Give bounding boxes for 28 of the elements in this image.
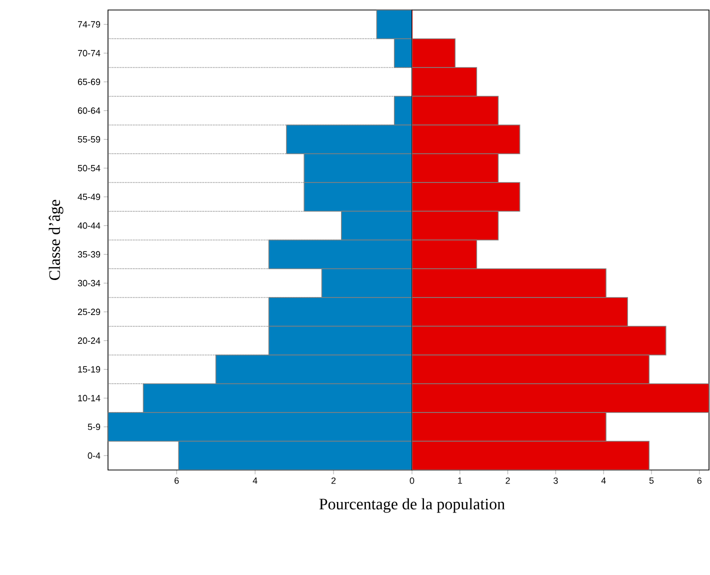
x-tick-label: 4 bbox=[252, 477, 258, 484]
x-tick-label: 1 bbox=[458, 477, 462, 484]
x-tick-label: 6 bbox=[697, 477, 702, 484]
x-tick-label: 6 bbox=[174, 477, 179, 484]
x-tick-label: 2 bbox=[332, 477, 336, 484]
y-tick-label: 15-19 bbox=[78, 366, 100, 373]
y-tick-label: 45-49 bbox=[78, 194, 100, 200]
y-axis-title: Classe d’âge bbox=[48, 200, 64, 280]
y-tick-label: 55-59 bbox=[78, 136, 100, 143]
x-tick-label: 5 bbox=[649, 477, 654, 484]
y-tick-label: 60-64 bbox=[78, 107, 100, 114]
x-tick-label: 2 bbox=[506, 477, 510, 484]
x-axis-title: Pourcentage de la population bbox=[319, 498, 505, 513]
y-tick-label: 25-29 bbox=[78, 308, 100, 316]
y-tick-label: 10-14 bbox=[78, 394, 100, 402]
y-tick-label: 65-69 bbox=[78, 78, 100, 86]
x-tick-label: 3 bbox=[554, 477, 558, 484]
y-tick-label: 20-24 bbox=[78, 337, 100, 344]
y-tick-label: 40-44 bbox=[78, 222, 100, 229]
y-tick-label: 74-79 bbox=[78, 21, 100, 28]
y-tick-label: 70-74 bbox=[78, 50, 100, 56]
y-tick-label: 50-54 bbox=[78, 164, 100, 172]
x-tick-label: 4 bbox=[601, 477, 606, 484]
x-tick-label: 0 bbox=[410, 477, 414, 484]
y-tick-label: 0-4 bbox=[88, 452, 100, 459]
y-tick-label: 30-34 bbox=[78, 280, 100, 286]
y-tick-label: 5-9 bbox=[88, 424, 100, 430]
y-tick-label: 35-39 bbox=[78, 251, 100, 258]
